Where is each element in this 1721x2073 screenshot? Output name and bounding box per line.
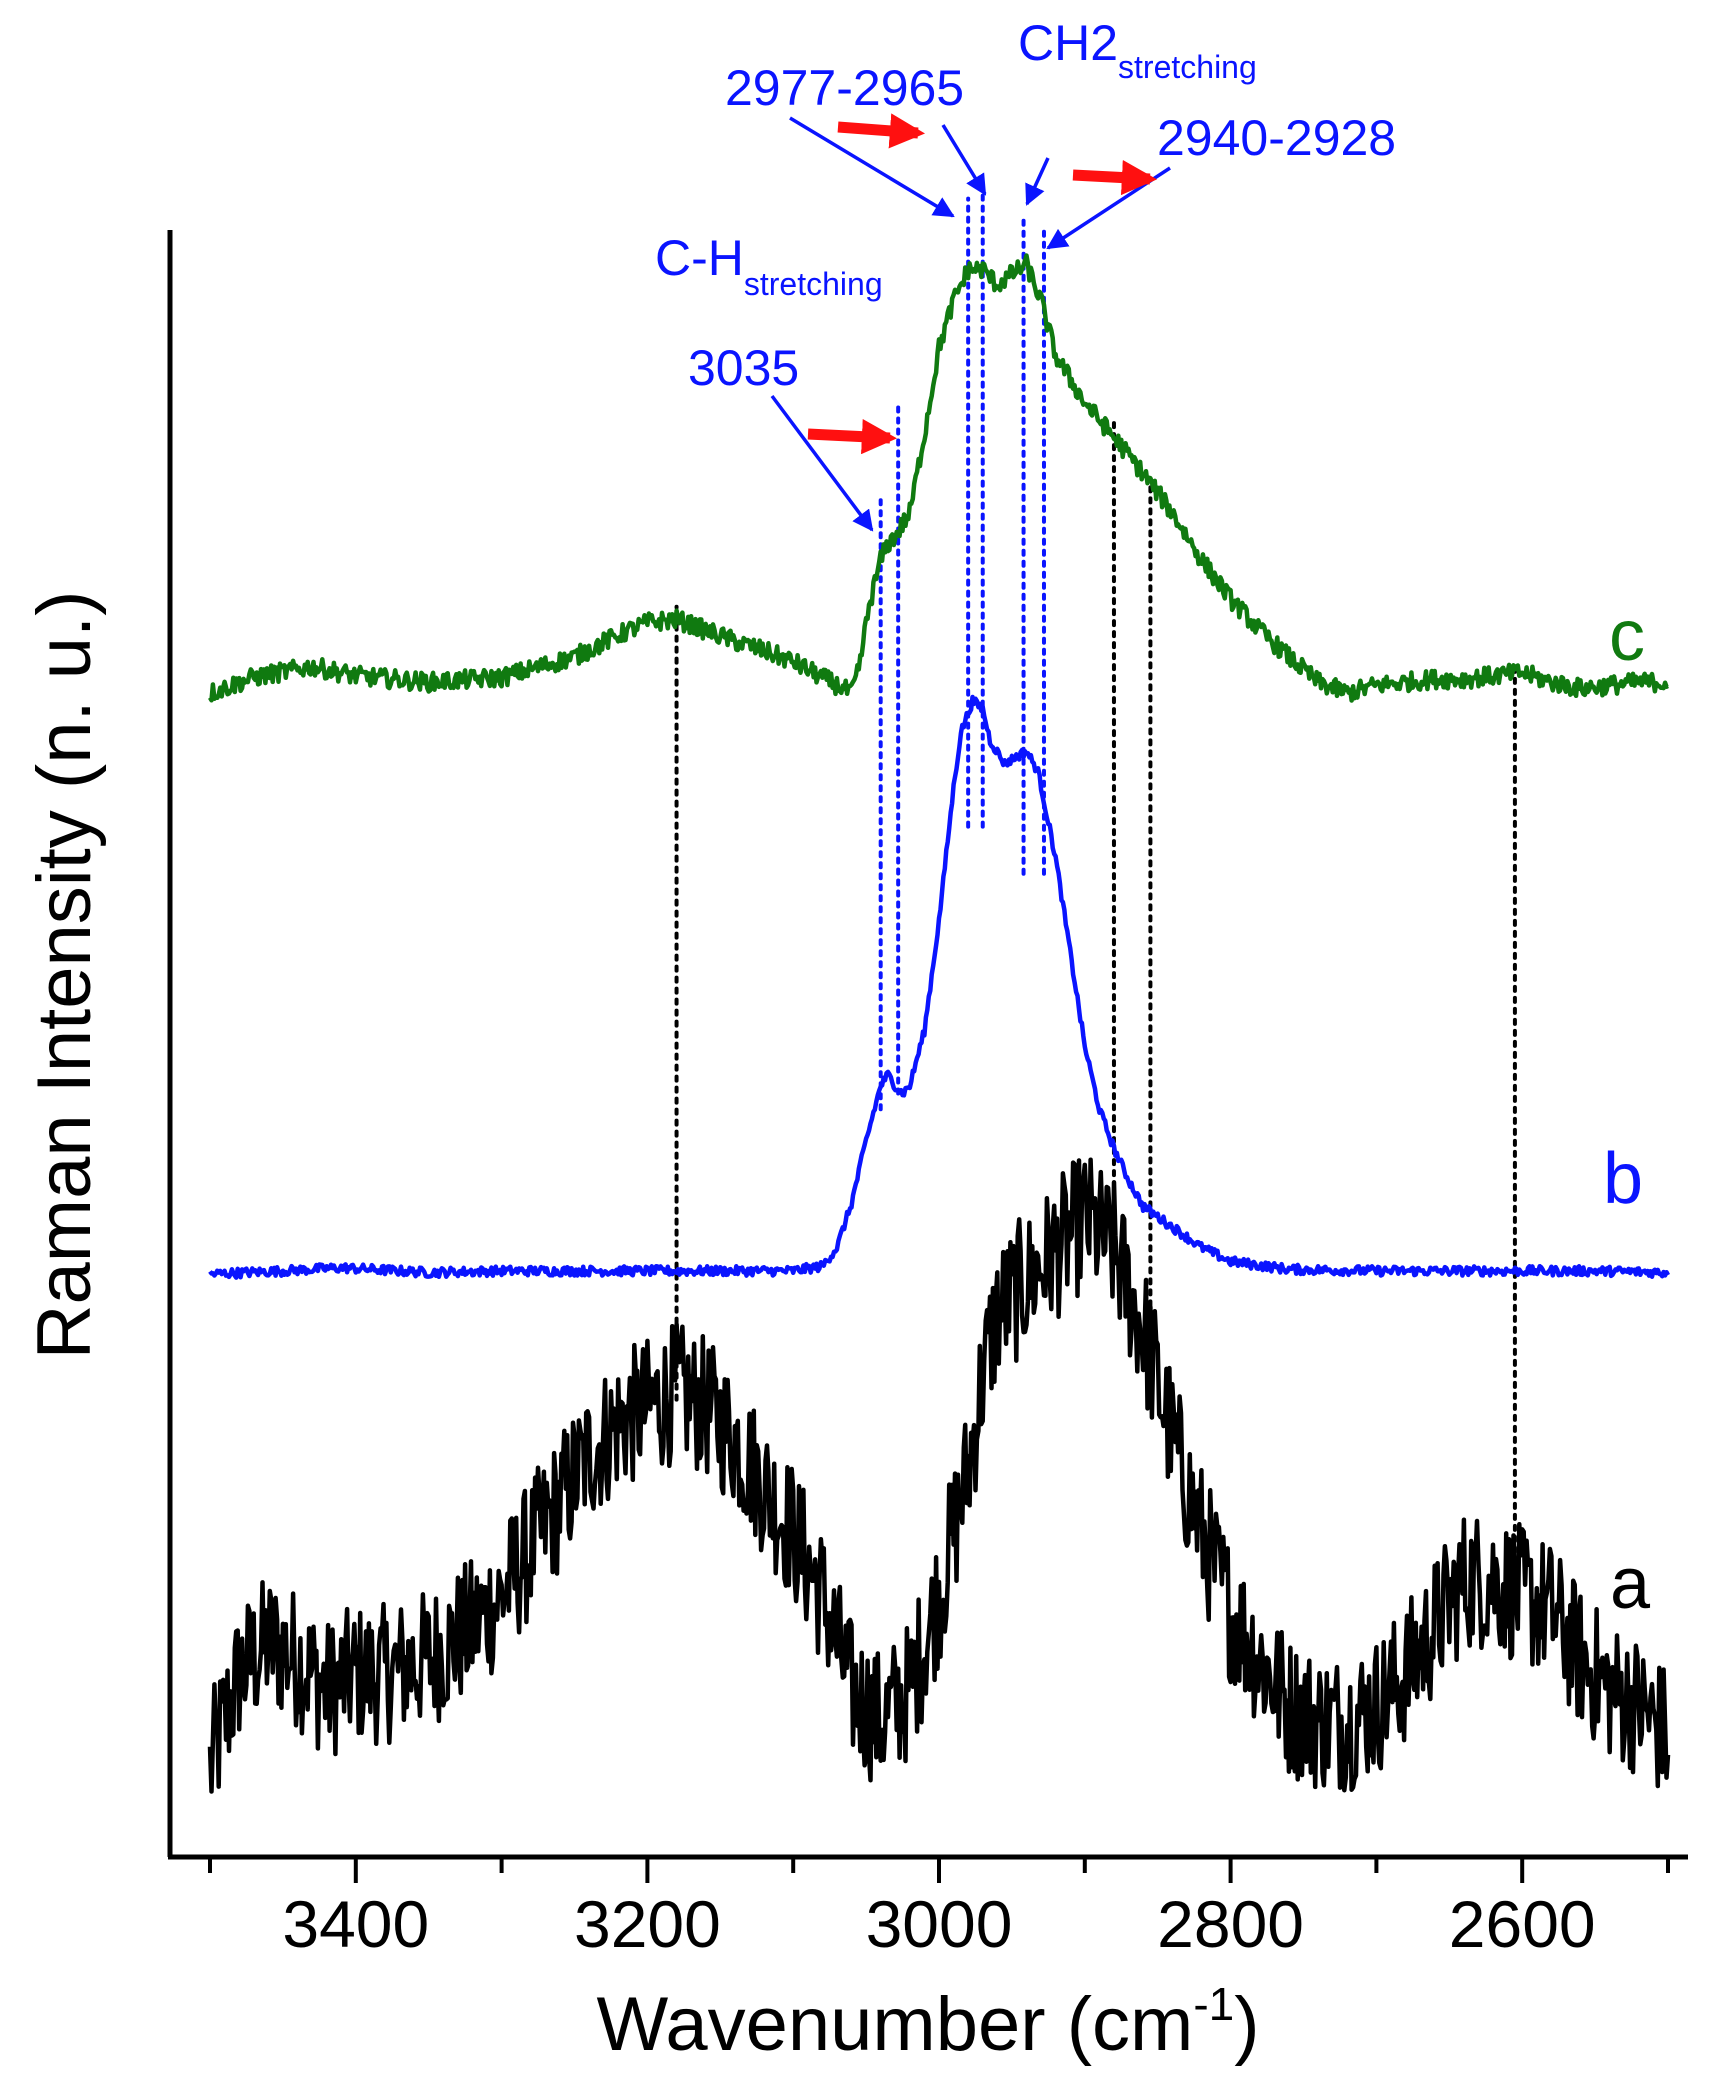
arrow-2965 (941, 124, 987, 196)
shift-arrow-2940 (1072, 159, 1158, 196)
x-tick-label: 3000 (866, 1887, 1013, 1961)
annotation-2977-2965: 2977-2965 (725, 60, 964, 116)
shift-arrow-3035 (807, 419, 898, 455)
arrow-ch2 (1025, 157, 1050, 206)
x-tick-label: 2600 (1449, 1887, 1596, 1961)
curve-label-a: a (1610, 1544, 1651, 1624)
x-tick-label: 3200 (574, 1887, 721, 1961)
annotation-ch-stretching: C-Hstretching (655, 230, 883, 302)
curve-label-b: b (1603, 1139, 1643, 1219)
curve-label-c: c (1609, 596, 1645, 676)
series-b-line (208, 694, 1670, 1280)
arrow-2977 (789, 116, 955, 218)
plot-area (207, 180, 1671, 1794)
arrow-3035 (770, 394, 874, 532)
series-c-line (208, 253, 1669, 703)
x-axis-title: Wavenumber (cm-1) (596, 1978, 1259, 2067)
x-axis-title-superscript: -1 (1193, 1978, 1234, 2030)
axes: 3400 3200 3000 2800 2600 (167, 230, 1688, 1961)
series-a-line (207, 1157, 1671, 1794)
annotation-3035: 3035 (688, 340, 799, 396)
x-tick-label: 2800 (1157, 1887, 1304, 1961)
annotations: C-Hstretching 3035 2977-2965 CH2stretchi… (655, 15, 1396, 532)
annotation-2940-2928: 2940-2928 (1157, 110, 1396, 166)
shift-arrow-2977 (837, 113, 926, 149)
reference-lines (674, 180, 1517, 1598)
y-axis-title: Raman Intensity (n. u.) (22, 591, 107, 1360)
series-layer (207, 253, 1671, 1794)
x-tick-label: 3400 (282, 1887, 429, 1961)
x-ticks: 3400 3200 3000 2800 2600 (208, 1857, 1670, 1961)
annotation-ch2-stretching: CH2stretching (1018, 15, 1257, 85)
